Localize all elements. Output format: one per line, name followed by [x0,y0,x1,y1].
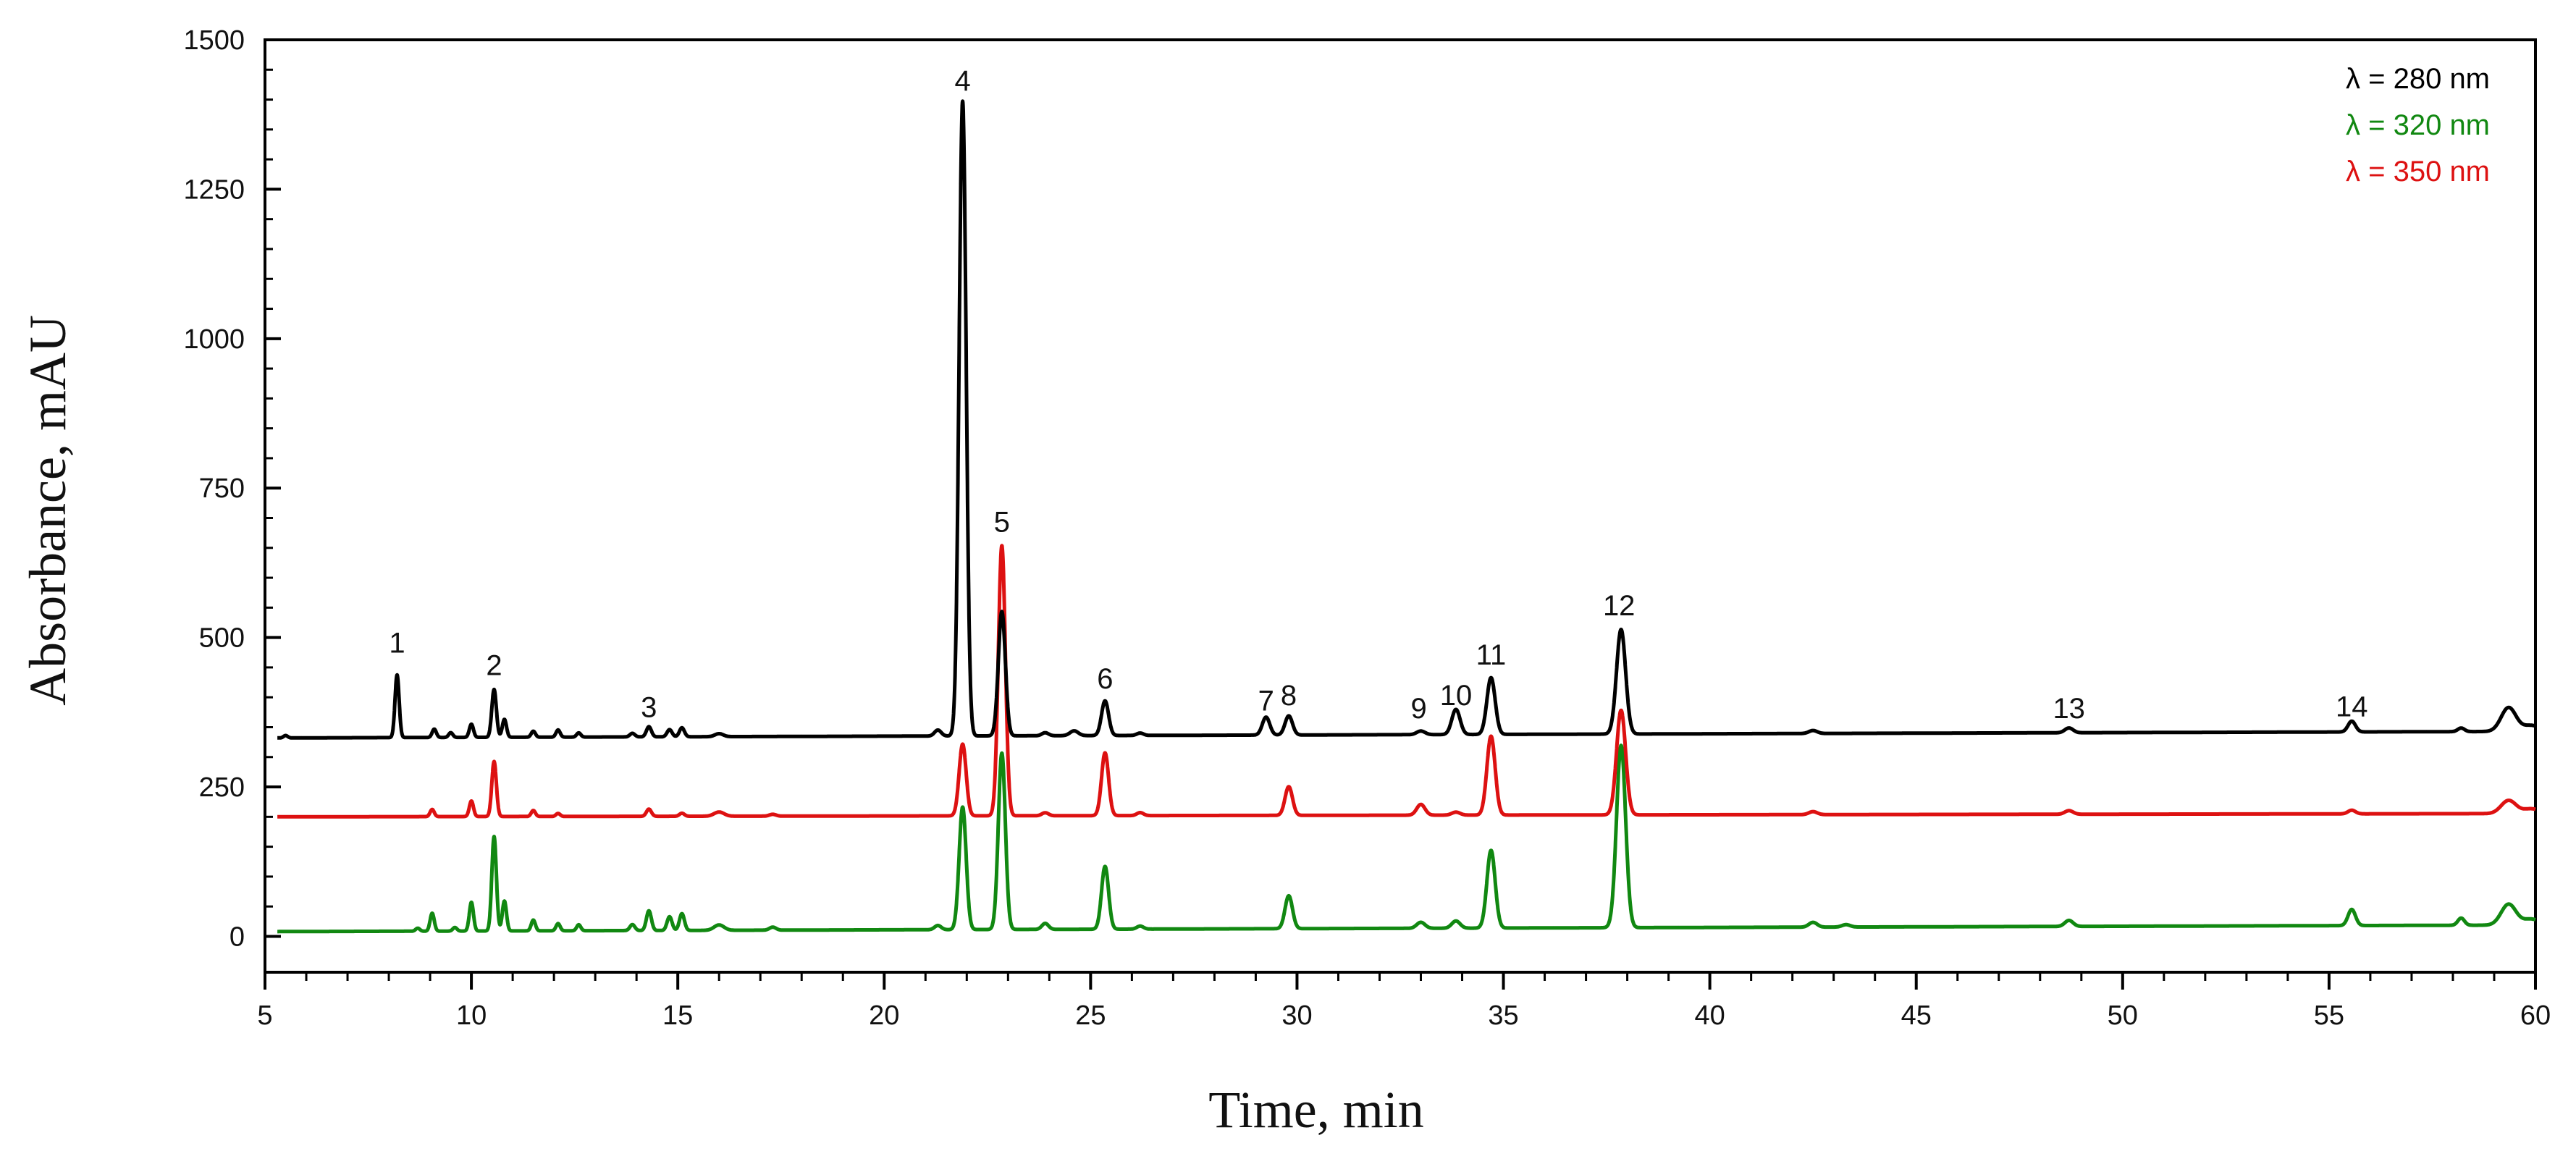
series-line-0 [275,99,2538,740]
peak-label: 4 [954,65,970,97]
y-tick-label: 750 [199,473,245,504]
x-tick-label: 35 [1488,1000,1518,1031]
x-tick-label: 55 [2314,1000,2344,1031]
y-axis-title: Absorbance, mAU [19,315,77,706]
x-tick-label: 15 [662,1000,693,1031]
x-tick-label: 40 [1694,1000,1725,1031]
y-tick-label: 0 [230,922,245,952]
peak-label: 13 [2053,693,2085,725]
legend-entry: λ = 350 nm [2346,156,2490,187]
y-tick-label: 1250 [183,174,245,205]
legend-entry: λ = 280 nm [2346,63,2490,95]
legend-entry: λ = 320 nm [2346,109,2490,141]
peak-label: 12 [1603,590,1636,622]
peak-label: 3 [641,691,657,723]
y-tick-label: 250 [199,772,245,803]
x-tick-label: 45 [1901,1000,1932,1031]
peak-label: 7 [1258,685,1274,717]
peak-label: 8 [1281,680,1297,712]
x-axis-title: Time, min [1208,1081,1423,1139]
peak-label: 14 [2336,691,2368,723]
peak-label: 9 [1411,693,1427,725]
legend: λ = 280 nm λ = 320 nm λ = 350 nm [2346,63,2490,187]
peak-label: 5 [994,507,1010,539]
x-tick-label: 5 [257,1000,272,1031]
x-tick-label: 50 [2108,1000,2138,1031]
x-tick-label: 20 [869,1000,899,1031]
x-tick-label: 25 [1075,1000,1106,1031]
x-tick-label: 30 [1281,1000,1312,1031]
peak-label: 1 [389,627,405,659]
x-tick-label: 10 [456,1000,487,1031]
peak-label: 11 [1476,639,1507,671]
y-tick-label: 1000 [183,324,245,355]
peak-label: 2 [486,650,502,682]
y-tick-label: 500 [199,623,245,654]
series-line-1 [275,743,2538,934]
series-line-2 [275,544,2538,819]
y-tick-label: 1500 [183,25,245,56]
peak-label: 6 [1097,663,1113,695]
peak-label: 10 [1440,680,1473,712]
plot-area [264,38,2537,974]
x-axis-ticks: 5 10 15 20 25 30 35 40 45 50 55 60 [257,972,2551,1031]
y-axis-ticks: 0 250 500 750 1000 1250 1500 [183,25,281,952]
series-layer [275,99,2538,934]
x-tick-label: 60 [2520,1000,2551,1031]
